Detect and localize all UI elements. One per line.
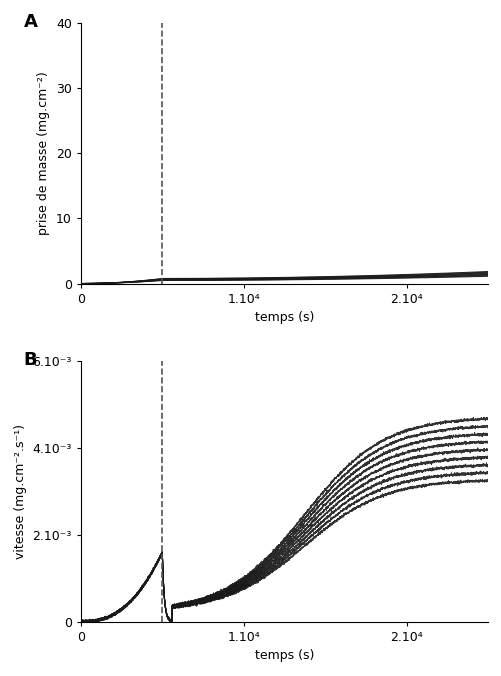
Text: A: A	[24, 13, 38, 31]
X-axis label: temps (s): temps (s)	[255, 311, 314, 324]
Y-axis label: vitesse (mg.cm⁻².s⁻¹): vitesse (mg.cm⁻².s⁻¹)	[14, 424, 27, 559]
Y-axis label: prise de masse (mg.cm⁻²): prise de masse (mg.cm⁻²)	[37, 72, 50, 235]
Text: B: B	[24, 351, 38, 369]
X-axis label: temps (s): temps (s)	[255, 649, 314, 662]
